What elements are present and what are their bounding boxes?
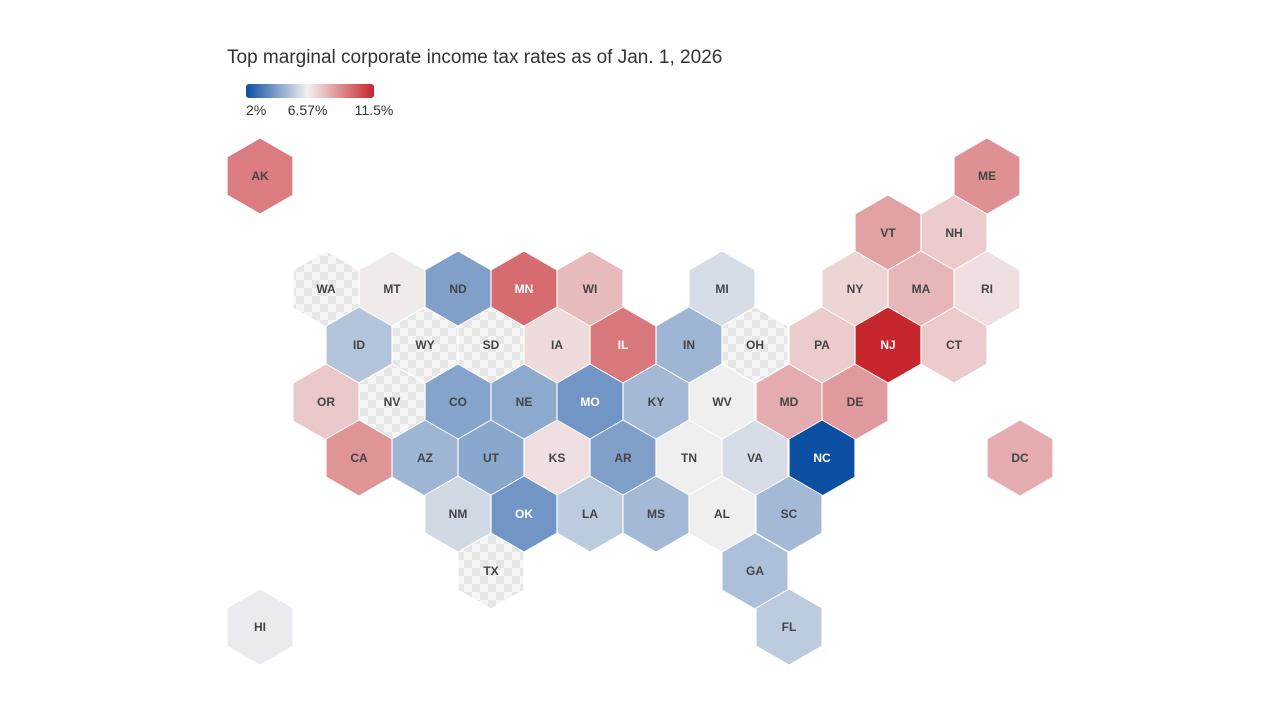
state-hex [755, 588, 823, 666]
state-label: OH [746, 338, 764, 352]
state-label: TX [483, 564, 498, 578]
state-label: MT [383, 282, 401, 296]
state-label: NV [384, 395, 401, 409]
state-label: NC [813, 451, 831, 465]
state-hex [226, 588, 294, 666]
state-label: IN [683, 338, 695, 352]
legend-tick-label: 6.57% [288, 102, 328, 118]
state-label: RI [981, 282, 993, 296]
state-hex [920, 306, 988, 384]
state-label: DC [1011, 451, 1029, 465]
state-label: MN [515, 282, 534, 296]
state-label: AL [714, 507, 730, 521]
state-label: TN [681, 451, 697, 465]
state-hex [721, 532, 789, 610]
state-label: NM [449, 507, 468, 521]
state-label: NY [847, 282, 864, 296]
state-label: MD [780, 395, 799, 409]
state-hex [457, 532, 525, 610]
legend-tick-label: 2% [246, 102, 266, 118]
state-label: OR [317, 395, 335, 409]
state-label: VA [747, 451, 763, 465]
state-label: NJ [880, 338, 895, 352]
state-label: LA [582, 507, 598, 521]
state-label: FL [782, 620, 797, 634]
state-hex [755, 475, 823, 553]
state-label: NH [945, 226, 962, 240]
state-label: ID [353, 338, 365, 352]
state-label: AZ [417, 451, 433, 465]
state-label: HI [254, 620, 266, 634]
state-hex [986, 419, 1054, 497]
state-label: CA [350, 451, 368, 465]
state-label: ND [449, 282, 467, 296]
chart-title: Top marginal corporate income tax rates … [227, 47, 722, 68]
state-label: SD [483, 338, 500, 352]
state-label: WY [415, 338, 434, 352]
state-label: PA [814, 338, 830, 352]
state-label: MA [912, 282, 931, 296]
state-label: IL [618, 338, 629, 352]
state-label: KS [549, 451, 566, 465]
state-label: OK [515, 507, 533, 521]
state-label: WV [712, 395, 731, 409]
state-label: CT [946, 338, 963, 352]
legend-colorbar [246, 84, 374, 98]
state-label: AR [614, 451, 632, 465]
state-label: ME [978, 169, 996, 183]
state-label: MS [647, 507, 665, 521]
state-label: SC [781, 507, 798, 521]
state-label: NE [516, 395, 533, 409]
state-label: CO [449, 395, 467, 409]
legend-tick-label: 11.5% [355, 102, 394, 118]
state-hex [226, 137, 294, 215]
state-label: KY [648, 395, 665, 409]
state-label: MI [715, 282, 728, 296]
state-label: MO [580, 395, 599, 409]
state-label: VT [880, 226, 896, 240]
state-label: GA [746, 564, 764, 578]
state-label: WI [583, 282, 598, 296]
state-label: UT [483, 451, 500, 465]
state-label: AK [251, 169, 269, 183]
state-label: WA [316, 282, 336, 296]
state-label: IA [551, 338, 563, 352]
state-label: DE [847, 395, 864, 409]
